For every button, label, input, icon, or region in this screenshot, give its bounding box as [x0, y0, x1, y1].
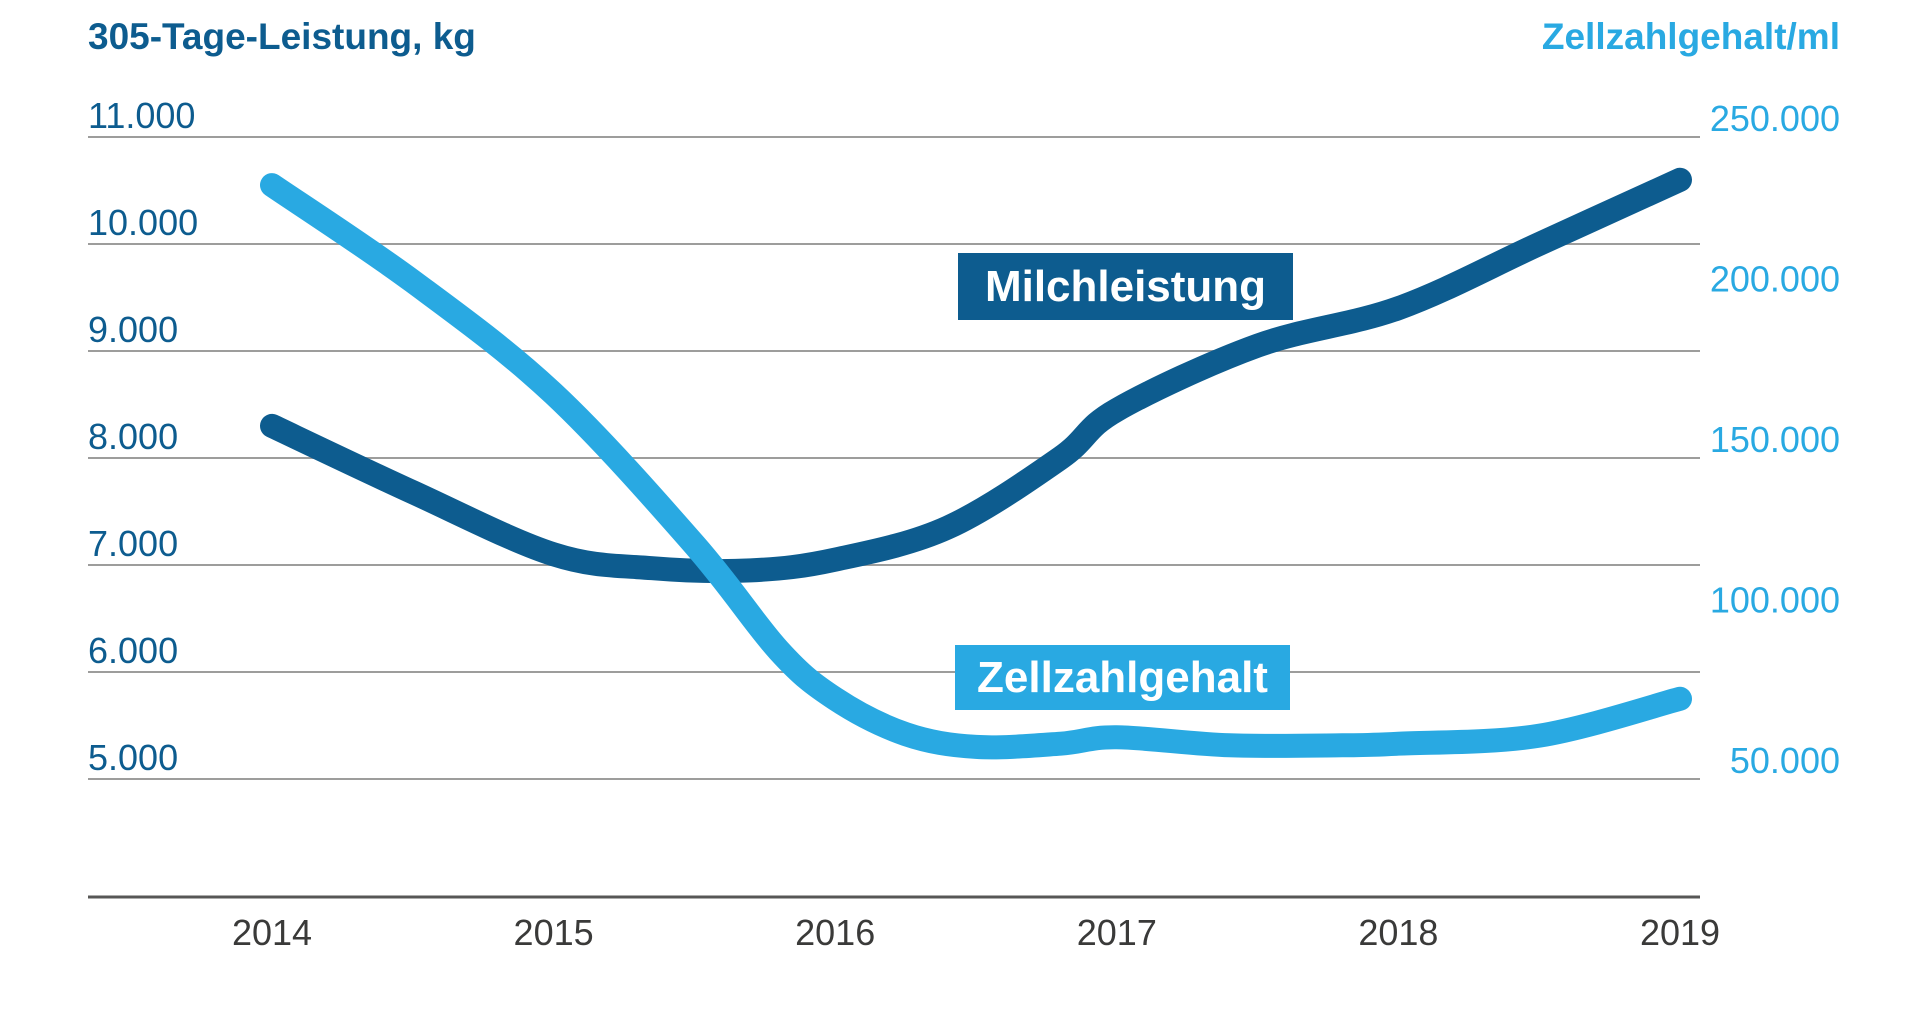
series-label-zellzahlgehalt: Zellzahlgehalt	[955, 645, 1290, 710]
left-axis-tick-label: 10.000	[88, 202, 198, 243]
left-axis-tick-label: 8.000	[88, 416, 178, 457]
x-axis-year-label: 2016	[795, 912, 875, 953]
right-axis-tick-label: 200.000	[1710, 259, 1840, 300]
left-axis-tick-label: 11.000	[88, 95, 195, 136]
x-axis-year-label: 2018	[1358, 912, 1438, 953]
series-label-milchleistung: Milchleistung	[958, 253, 1293, 320]
left-axis-tick-label: 6.000	[88, 630, 178, 671]
right-axis-tick-label: 150.000	[1710, 419, 1840, 460]
right-axis-tick-label: 50.000	[1730, 740, 1840, 781]
right-axis-tick-label: 100.000	[1710, 580, 1840, 621]
series-line-zellzahlgehalt	[260, 173, 1692, 760]
series-line-milchleistung	[260, 167, 1692, 584]
right-axis-title: Zellzahlgehalt/ml	[1541, 16, 1840, 57]
left-axis-tick-label: 5.000	[88, 737, 178, 778]
x-axis-year-label: 2014	[232, 912, 312, 953]
left-axis-title: 305-Tage-Leistung, kg	[88, 16, 476, 57]
right-axis-tick-label: 250.000	[1710, 98, 1840, 139]
left-axis-tick-label: 9.000	[88, 309, 178, 350]
x-axis-year-label: 2015	[514, 912, 594, 953]
x-axis-year-label: 2017	[1077, 912, 1157, 953]
left-axis-tick-label: 7.000	[88, 523, 178, 564]
x-axis-year-label: 2019	[1640, 912, 1720, 953]
